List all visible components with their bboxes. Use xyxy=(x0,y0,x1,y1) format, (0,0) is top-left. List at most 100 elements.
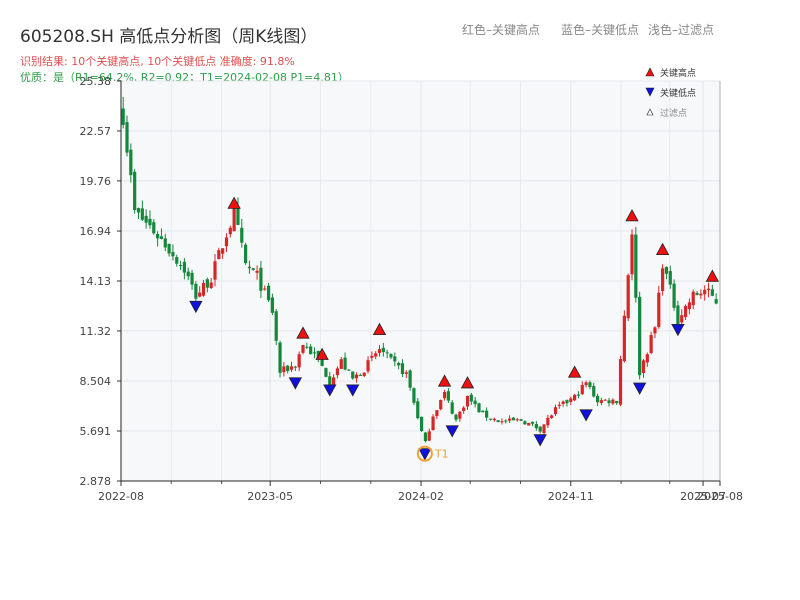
candle-body xyxy=(362,372,366,376)
candle-body xyxy=(435,410,439,417)
candle-body xyxy=(450,402,454,414)
candle-body xyxy=(588,382,592,387)
candle-body xyxy=(442,392,447,399)
candle-body xyxy=(328,376,332,385)
candle-body xyxy=(278,342,282,373)
candle-body xyxy=(404,372,408,374)
x-tick-label: 2025-07 xyxy=(680,490,726,503)
x-tick-label: 2023-05 xyxy=(247,490,293,503)
candle-body xyxy=(301,345,305,353)
candle-body xyxy=(312,352,317,354)
key-high-marker xyxy=(567,365,582,378)
key-low-marker xyxy=(418,448,432,461)
candle-body xyxy=(397,362,401,366)
candle-body xyxy=(236,206,240,225)
candle-body xyxy=(573,394,577,401)
legend-low-label: 关键低点 xyxy=(660,87,696,99)
y-tick-label: 19.76 xyxy=(80,175,112,188)
candle-body xyxy=(182,261,186,273)
key-high-marker xyxy=(625,209,639,222)
key-high-marker xyxy=(655,242,670,256)
candle-body xyxy=(190,272,194,285)
candle-body xyxy=(649,334,653,353)
candle-body xyxy=(672,283,676,308)
candle-body xyxy=(129,149,133,176)
candle-body xyxy=(519,419,523,421)
y-tick-label: 8.504 xyxy=(80,375,112,388)
legend-text-red: 红色–关键高点 xyxy=(462,23,541,37)
legend-low-icon xyxy=(645,87,655,97)
candle-body xyxy=(485,410,489,418)
candle-body xyxy=(427,431,431,441)
candle-body xyxy=(175,257,179,264)
candle-body xyxy=(389,353,393,358)
candle-body xyxy=(224,237,229,247)
candle-body xyxy=(289,366,294,370)
key-low-marker xyxy=(533,434,547,447)
candle-body xyxy=(178,265,183,267)
key-high-marker xyxy=(227,196,241,209)
legend-text-light: 浅色–过滤点 xyxy=(648,23,715,37)
key-low-marker xyxy=(346,384,360,397)
candle-body xyxy=(351,371,355,379)
candle-body xyxy=(657,292,661,327)
candle-body xyxy=(462,407,466,412)
candle-body xyxy=(159,236,164,239)
candle-body xyxy=(324,368,328,377)
candle-body xyxy=(266,285,271,301)
candle-body xyxy=(316,350,320,359)
key-high-marker xyxy=(372,322,387,336)
candle-body xyxy=(634,234,638,298)
candle-body xyxy=(244,244,248,264)
candle-body xyxy=(400,363,405,375)
key-low-marker xyxy=(288,377,303,390)
candle-body xyxy=(550,415,554,418)
candle-body xyxy=(431,416,435,431)
candle-body xyxy=(339,359,343,369)
legend-high-label: 关键高点 xyxy=(660,67,696,79)
candle-body xyxy=(439,400,443,410)
candle-body xyxy=(446,391,450,401)
key-low-marker xyxy=(323,384,337,397)
candle-body xyxy=(140,208,144,220)
page-title: 605208.SH 高低点分析图（周K线图） xyxy=(20,27,318,47)
candle-body xyxy=(561,401,565,404)
candle-body xyxy=(286,365,290,372)
candle-body xyxy=(412,388,416,403)
candle-body xyxy=(381,347,385,353)
candle-body xyxy=(615,401,619,404)
candle-body xyxy=(496,420,500,423)
candle-body xyxy=(343,357,347,370)
candle-body xyxy=(527,422,531,426)
candle-body xyxy=(714,299,718,304)
candle-body xyxy=(221,248,225,254)
candle-body xyxy=(599,400,604,403)
candle-body xyxy=(542,424,546,433)
candle-body xyxy=(347,369,351,371)
y-tick-label: 25.38 xyxy=(80,75,112,88)
candle-body xyxy=(251,268,255,270)
candle-body xyxy=(661,268,665,291)
candle-body xyxy=(198,292,202,297)
t1-circle xyxy=(416,445,433,462)
candle-body xyxy=(553,407,558,415)
legend-filtered-icon xyxy=(646,108,654,116)
x-tick-label: 2024-11 xyxy=(548,490,594,503)
candle-body xyxy=(358,374,362,376)
candle-body xyxy=(232,207,236,232)
candle-body xyxy=(683,305,688,318)
candle-body xyxy=(335,368,340,376)
candle-body xyxy=(186,271,190,277)
candle-body xyxy=(664,266,669,274)
candle-body xyxy=(507,418,512,421)
candle-body xyxy=(263,288,267,290)
candle-body xyxy=(584,382,588,386)
y-tick-label: 14.13 xyxy=(80,275,112,288)
candle-body xyxy=(167,243,171,254)
candle-body xyxy=(213,261,217,280)
key-high-marker xyxy=(460,376,475,389)
key-low-marker xyxy=(579,409,593,422)
candle-body xyxy=(194,283,198,299)
candle-body xyxy=(171,252,175,257)
